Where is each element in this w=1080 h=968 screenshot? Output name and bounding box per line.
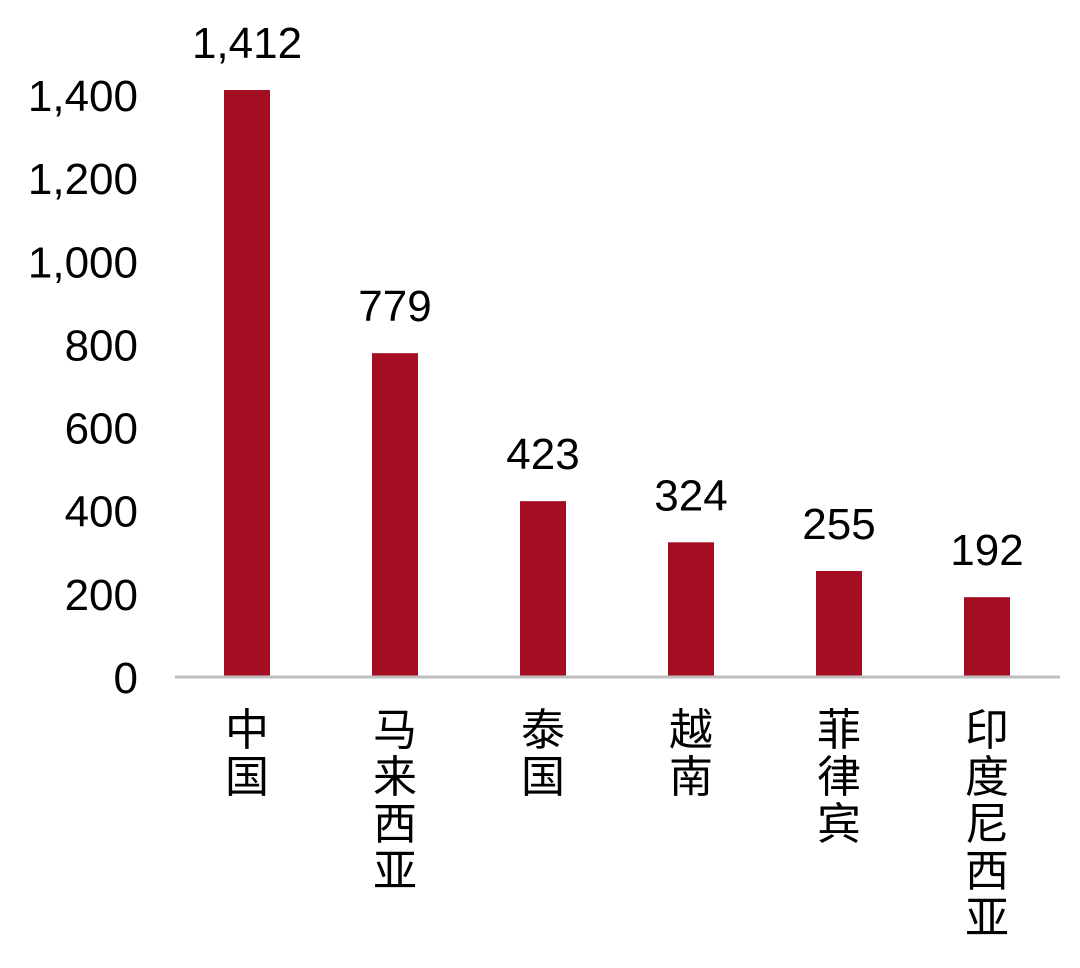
bar xyxy=(372,353,418,677)
y-tick-label: 0 xyxy=(114,654,138,703)
bar xyxy=(668,542,714,677)
y-tick-label: 1,400 xyxy=(28,72,138,121)
bar-value-label: 779 xyxy=(358,282,431,331)
bars xyxy=(224,90,1010,678)
y-tick-label: 200 xyxy=(65,571,138,620)
y-tick-label: 1,000 xyxy=(28,238,138,287)
bar-value-label: 1,412 xyxy=(192,19,302,68)
category-label: 中国 xyxy=(225,705,269,803)
category-label: 越南 xyxy=(669,705,713,803)
y-tick-label: 600 xyxy=(65,405,138,454)
category-labels: 中国 马来西亚 泰国 越南 菲律宾 印度尼西亚 xyxy=(225,705,1009,944)
bar xyxy=(224,90,270,678)
category-label: 印度尼西亚 xyxy=(965,705,1009,944)
bar-value-label: 423 xyxy=(506,430,579,479)
bar xyxy=(520,501,566,677)
value-labels: 1,412 779 423 324 255 192 xyxy=(192,19,1024,575)
category-label: 泰国 xyxy=(521,705,565,803)
y-tick-label: 800 xyxy=(65,321,138,370)
y-tick-label: 400 xyxy=(65,488,138,537)
bar xyxy=(964,597,1010,677)
bar-value-label: 324 xyxy=(654,471,727,520)
bar-value-label: 192 xyxy=(950,526,1023,575)
y-tick-label: 1,200 xyxy=(28,155,138,204)
category-label: 菲律宾 xyxy=(817,705,861,850)
category-label: 马来西亚 xyxy=(373,705,417,897)
y-axis-tick-labels: 0 200 400 600 800 1,000 1,200 1,400 xyxy=(28,72,138,703)
bar-value-label: 255 xyxy=(802,500,875,549)
bar xyxy=(816,570,862,677)
